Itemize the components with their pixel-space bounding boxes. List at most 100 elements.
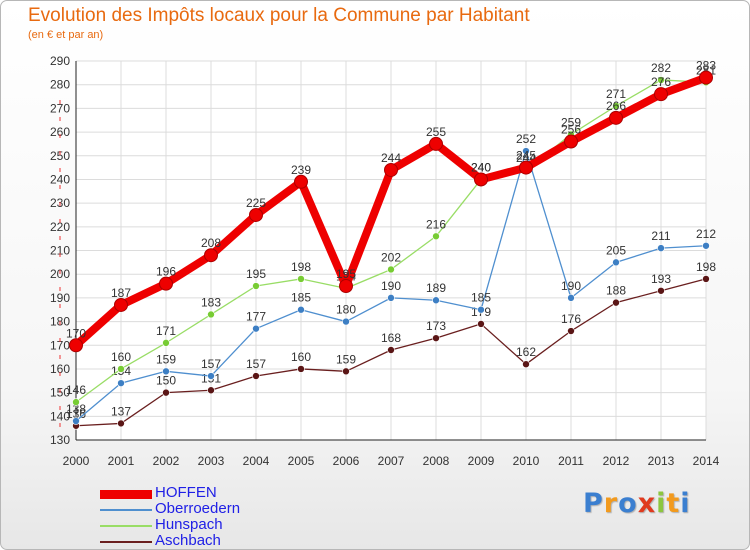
data-point-hunspach: [297, 275, 305, 283]
data-label-hunspach: 259: [561, 115, 581, 129]
data-point-hunspach: [117, 365, 125, 373]
data-point-oberroedern: [702, 241, 710, 250]
data-label-hoffen: 244: [381, 151, 401, 165]
data-point-hoffen: [429, 136, 443, 151]
data-label-hunspach: 198: [291, 260, 311, 274]
data-point-oberroedern: [387, 294, 395, 302]
x-tick-label: 2013: [648, 454, 675, 468]
legend-swatch: [100, 541, 152, 543]
data-label-aschbach: 198: [696, 260, 716, 274]
legend-swatch: [100, 509, 152, 511]
data-point-aschbach: [657, 286, 665, 295]
data-label-aschbach: 159: [336, 352, 356, 366]
data-point-aschbach: [567, 327, 575, 335]
data-point-hoffen: [384, 162, 398, 177]
legend-item-oberroedern: Oberroedern: [100, 500, 300, 518]
data-point-oberroedern: [72, 417, 80, 425]
data-point-hunspach: [207, 310, 215, 319]
data-label-aschbach: 157: [246, 357, 266, 371]
data-label-hoffen: 255: [426, 125, 446, 139]
y-tick-label: 170: [50, 338, 70, 352]
data-point-aschbach: [477, 320, 485, 328]
data-point-hunspach: [387, 265, 395, 274]
x-tick-label: 2011: [558, 454, 584, 468]
data-point-hoffen: [204, 248, 218, 263]
data-point-aschbach: [162, 388, 170, 397]
x-tick-label: 2004: [243, 454, 270, 468]
data-label-oberroedern: 190: [381, 279, 401, 293]
data-point-aschbach: [387, 346, 395, 354]
y-tick-label: 160: [50, 362, 70, 376]
y-tick-label: 220: [50, 220, 70, 234]
data-point-hoffen: [699, 70, 713, 85]
data-point-hunspach: [612, 102, 620, 110]
x-tick-label: 2000: [63, 454, 90, 468]
x-tick-label: 2002: [153, 454, 180, 468]
legend-label: HOFFEN: [155, 484, 217, 501]
data-point-oberroedern: [297, 305, 305, 314]
data-point-oberroedern: [477, 305, 485, 314]
data-point-hoffen: [159, 276, 173, 291]
data-label-hunspach: 195: [246, 267, 266, 281]
data-point-hunspach: [72, 398, 80, 406]
data-point-oberroedern: [252, 324, 260, 333]
legend-label: Oberroedern: [155, 500, 241, 517]
data-point-hoffen: [339, 279, 353, 294]
data-point-oberroedern: [612, 258, 620, 267]
legend-label: Aschbach: [155, 532, 221, 549]
data-point-hunspach: [657, 76, 665, 84]
data-label-aschbach: 188: [606, 284, 626, 298]
data-label-hunspach: 146: [66, 383, 86, 397]
data-label-hoffen: 266: [606, 99, 626, 113]
data-point-oberroedern: [522, 147, 530, 155]
data-point-hunspach: [252, 282, 260, 290]
data-label-oberroedern: 211: [651, 229, 670, 243]
data-label-aschbach: 137: [111, 404, 131, 418]
data-point-hunspach: [432, 232, 440, 241]
data-point-hunspach: [162, 339, 170, 347]
x-tick-label: 2012: [603, 454, 630, 468]
y-tick-label: 270: [50, 101, 70, 115]
data-point-aschbach: [252, 372, 260, 380]
data-point-hoffen: [519, 160, 533, 175]
data-point-hoffen: [474, 172, 488, 187]
y-tick-label: 130: [50, 433, 70, 447]
x-tick-label: 2005: [288, 454, 315, 468]
data-label-oberroedern: 252: [516, 132, 536, 146]
data-point-oberroedern: [117, 379, 125, 387]
data-point-oberroedern: [657, 244, 665, 252]
y-tick-label: 260: [50, 125, 70, 139]
data-point-oberroedern: [567, 294, 575, 302]
data-label-hoffen: 245: [516, 149, 536, 163]
data-label-hoffen: 196: [156, 265, 176, 279]
data-label-hunspach: 216: [426, 217, 446, 231]
data-point-hoffen: [249, 207, 263, 222]
x-tick-label: 2006: [333, 454, 360, 468]
data-label-hoffen: 225: [246, 196, 266, 210]
data-point-aschbach: [117, 419, 125, 428]
data-label-hoffen: 239: [291, 163, 311, 177]
data-label-hoffen: 208: [201, 236, 221, 250]
data-label-aschbach: 193: [651, 272, 671, 286]
y-tick-label: 190: [50, 291, 70, 305]
data-point-aschbach: [342, 367, 350, 376]
legend-swatch: [100, 525, 152, 527]
data-label-hunspach: 202: [381, 250, 401, 264]
chart-title: Evolution des Impôts locaux pour la Comm…: [28, 5, 530, 26]
data-label-oberroedern: 212: [696, 227, 716, 241]
data-label-aschbach: 162: [516, 345, 536, 359]
legend-swatch: [100, 490, 152, 499]
y-tick-label: 240: [50, 172, 70, 186]
data-label-hoffen: 256: [561, 123, 581, 137]
x-tick-label: 2007: [378, 454, 405, 468]
legend-item-hoffen: HOFFEN: [100, 484, 300, 502]
data-point-oberroedern: [342, 317, 350, 326]
data-point-aschbach: [297, 365, 305, 373]
legend-label: Hunspach: [155, 516, 223, 533]
y-tick-label: 280: [50, 78, 70, 92]
data-point-aschbach: [207, 386, 215, 395]
chart-subtitle: (en € et par an): [28, 29, 104, 41]
data-point-aschbach: [612, 298, 620, 307]
data-label-hoffen: 170: [66, 326, 86, 340]
